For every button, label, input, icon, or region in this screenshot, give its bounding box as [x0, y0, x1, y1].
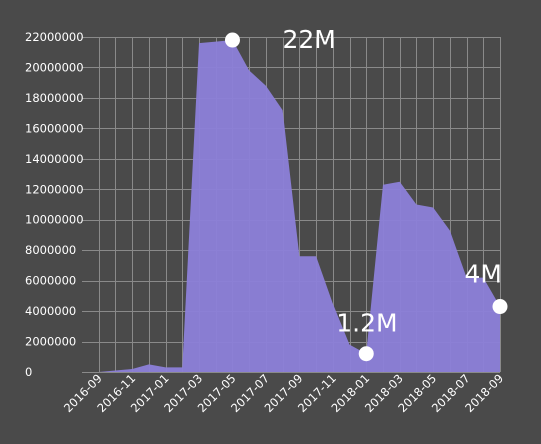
y-tick-label: 14000000: [25, 152, 84, 166]
annotations: 22M 1.2M 4M: [224, 25, 508, 362]
y-tick-label: 18000000: [25, 91, 84, 105]
series-area: [98, 40, 500, 372]
y-axis-tick-labels: 0 2000000 4000000 6000000 8000000 10000000 120…: [25, 30, 84, 379]
y-tick-label: 22000000: [25, 30, 84, 44]
annotation-label: 22M: [282, 25, 335, 54]
series-area-path: [98, 40, 500, 372]
annotation-marker: [224, 32, 240, 48]
y-tick-label: 16000000: [25, 121, 84, 135]
annotation-marker: [358, 346, 374, 362]
y-tick-label: 4000000: [25, 304, 76, 318]
annotation-label: 4M: [465, 260, 502, 289]
y-tick-label: 8000000: [25, 243, 76, 257]
annotation-marker: [492, 299, 508, 315]
y-tick-label: 20000000: [25, 60, 84, 74]
y-tick-label: 0: [25, 365, 32, 379]
x-axis-tick-labels: 2016-092016-112017-012017-032017-052017-…: [61, 371, 506, 415]
y-tick-label: 2000000: [25, 335, 76, 349]
y-tick-label: 12000000: [25, 182, 84, 196]
y-tick-label: 6000000: [25, 274, 76, 288]
annotation-label: 1.2M: [336, 309, 397, 338]
y-tick-label: 10000000: [25, 213, 84, 227]
